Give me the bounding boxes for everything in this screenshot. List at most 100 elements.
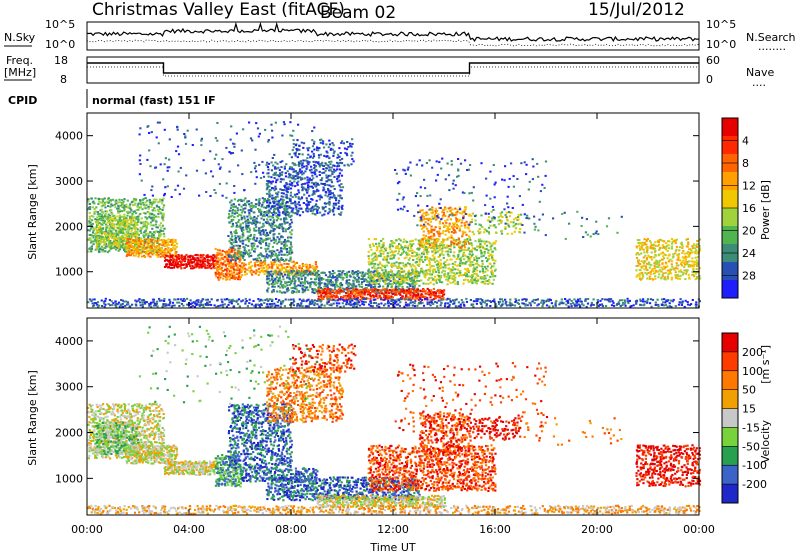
echo-cell — [304, 280, 307, 283]
echo-cell — [276, 249, 279, 252]
echo-cell — [420, 293, 423, 296]
echo-cell — [339, 270, 342, 273]
echo-cell — [421, 209, 424, 212]
echo-cell — [381, 269, 384, 272]
echo-cell — [357, 283, 360, 286]
echo-cell — [497, 223, 501, 226]
echo-cell — [190, 261, 193, 264]
echo-cell — [176, 256, 179, 259]
echo-cell — [262, 261, 265, 264]
echo-cell — [500, 220, 503, 223]
echo-cell — [330, 181, 334, 184]
echo-cell — [266, 210, 269, 213]
echo-cell — [292, 202, 295, 205]
echo-cell — [161, 202, 164, 205]
echo-cell — [152, 248, 155, 251]
echo-cell — [382, 288, 385, 291]
echo-cell — [228, 261, 231, 264]
echo-cell — [88, 208, 92, 211]
echo-cell — [316, 212, 319, 214]
echo-cell — [183, 267, 186, 269]
echo-cell — [284, 208, 287, 211]
echo-cell — [146, 249, 149, 252]
echo-cell — [107, 229, 110, 232]
echo-cell — [645, 257, 648, 260]
echo-cell — [326, 151, 329, 154]
echo-cell — [484, 270, 487, 273]
echo-cell — [336, 165, 339, 168]
echo-cell — [114, 248, 117, 251]
echo-cell — [396, 280, 399, 283]
echo-cell — [214, 266, 217, 269]
echo-cell — [107, 243, 110, 246]
echo-cell — [223, 250, 227, 253]
echo-cell — [453, 229, 456, 232]
echo-cell — [298, 207, 301, 210]
echo-cell — [429, 268, 432, 271]
echo-cell — [133, 248, 136, 250]
echo-cell — [351, 143, 354, 145]
echo-cell — [290, 236, 293, 239]
echo-cell — [240, 216, 243, 219]
echo-cell — [400, 246, 403, 249]
station-title: Christmas Valley East (fitACF) — [92, 0, 345, 20]
echo-cell — [375, 282, 378, 285]
echo-cell — [279, 188, 282, 191]
echo-cell — [323, 146, 326, 149]
echo-cell — [139, 245, 142, 248]
echo-cell — [298, 204, 301, 207]
echo-cell — [230, 225, 233, 228]
echo-cell — [313, 266, 316, 268]
echo-cell — [278, 175, 281, 178]
echo-cell — [128, 246, 132, 249]
echo-cell — [236, 215, 239, 218]
echo-cell — [447, 245, 450, 247]
echo-cell — [238, 235, 241, 238]
echo-cell — [238, 245, 242, 247]
echo-cell — [301, 164, 304, 167]
echo-cell — [465, 220, 468, 223]
echo-cell — [360, 283, 363, 286]
echo-cell — [639, 263, 642, 266]
echo-cell — [287, 236, 290, 239]
echo-cell — [349, 294, 352, 297]
echo-cell — [412, 255, 415, 258]
echo-cell — [132, 239, 135, 242]
echo-cell — [292, 269, 296, 272]
echo-cell — [247, 219, 250, 222]
echo-cell — [180, 256, 183, 258]
echo-cell — [351, 291, 354, 294]
echo-cell — [129, 234, 132, 236]
echo-cell — [124, 233, 127, 236]
echo-cell — [227, 235, 230, 237]
echo-cell — [297, 180, 300, 183]
echo-cell — [300, 170, 304, 173]
echo-cell — [281, 202, 284, 205]
echo-cell — [260, 229, 263, 232]
echo-cell — [301, 162, 304, 165]
echo-cell — [336, 153, 340, 156]
echo-cell — [266, 273, 269, 276]
echo-cell — [110, 223, 113, 226]
echo-cell — [272, 220, 275, 223]
echo-cell — [316, 205, 319, 208]
freq-right-top: 60 — [706, 54, 720, 67]
echo-cell — [241, 262, 244, 265]
echo-cell — [98, 240, 101, 243]
echo-cell — [486, 274, 489, 277]
echo-cell — [280, 272, 283, 275]
echo-cell — [247, 200, 251, 203]
echo-cell — [284, 184, 287, 187]
echo-cell — [191, 258, 194, 261]
echo-cell — [276, 178, 279, 181]
echo-cell — [238, 238, 241, 241]
echo-cell — [162, 214, 165, 217]
echo-cell — [279, 203, 282, 206]
echo-cell — [399, 262, 402, 265]
echo-cell — [493, 224, 496, 227]
echo-cell — [125, 231, 129, 234]
echo-cell — [253, 242, 256, 245]
echo-cell — [306, 161, 310, 164]
echo-cell — [310, 165, 313, 168]
echo-cell — [253, 218, 256, 221]
